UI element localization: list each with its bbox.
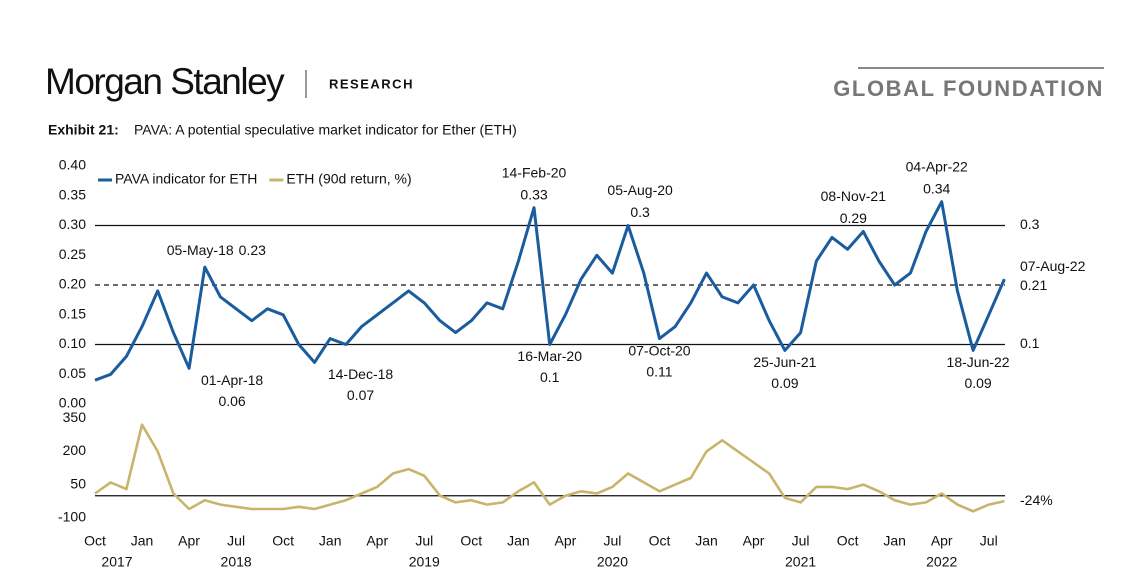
x-tick-label: Jan xyxy=(131,533,154,549)
y-tick-label: 0.10 xyxy=(59,335,86,351)
y-tick-label: 0.20 xyxy=(59,276,86,292)
annotation-value: 0.09 xyxy=(771,375,798,391)
y-tick-label: 0.30 xyxy=(59,216,86,232)
exhibit-title: PAVA: A potential speculative market ind… xyxy=(134,122,517,138)
x-year-label: 2017 xyxy=(101,554,132,570)
annotation-value: 0.29 xyxy=(840,210,867,226)
y-tick-label: -100 xyxy=(58,509,86,525)
series-line xyxy=(94,200,1006,382)
legend-label: ETH (90d return, %) xyxy=(286,171,411,187)
y-tick-label: 50 xyxy=(70,475,86,491)
y-tick-label: 0.15 xyxy=(59,305,86,321)
x-tick-label: Jan xyxy=(695,533,718,549)
x-year-label: 2020 xyxy=(597,554,628,570)
x-tick-label: Jan xyxy=(319,533,342,549)
end-value: 0.21 xyxy=(1020,277,1047,293)
annotation-date: 08-Nov-21 xyxy=(821,188,887,204)
x-tick-label: Jul xyxy=(980,533,998,549)
x-tick-label: Oct xyxy=(837,533,859,549)
reference-label: 0.1 xyxy=(1020,335,1040,351)
brand: Morgan Stanley xyxy=(45,61,285,102)
section: RESEARCH xyxy=(329,76,414,91)
series-name: GLOBAL FOUNDATION xyxy=(833,76,1104,101)
exhibit-number: Exhibit 21: xyxy=(48,122,119,138)
reference-label: 0.3 xyxy=(1020,216,1040,232)
series-line xyxy=(94,423,1005,513)
y-tick-label: 0.35 xyxy=(59,186,86,202)
annotation-date: 14-Dec-18 xyxy=(328,366,394,382)
annotation-date: 16-Mar-20 xyxy=(517,348,582,364)
end-value: -24% xyxy=(1020,492,1053,508)
x-tick-label: Jan xyxy=(883,533,906,549)
annotation-value: 0.07 xyxy=(347,387,374,403)
annotation-value: 0.23 xyxy=(239,242,266,258)
x-tick-label: Oct xyxy=(460,533,482,549)
x-tick-label: Apr xyxy=(366,533,388,549)
annotation-value: 0.1 xyxy=(540,369,560,385)
x-year-label: 2021 xyxy=(785,554,816,570)
annotation-value: 0.34 xyxy=(923,180,950,196)
x-year-label: 2018 xyxy=(221,554,252,570)
x-tick-label: Jan xyxy=(507,533,530,549)
x-tick-label: Jul xyxy=(415,533,433,549)
annotation-date: 18-Jun-22 xyxy=(947,354,1010,370)
x-tick-label: Jul xyxy=(603,533,621,549)
annotation-date: 01-Apr-18 xyxy=(201,372,263,388)
x-tick-label: Oct xyxy=(84,533,106,549)
annotation-value: 0.33 xyxy=(520,186,547,202)
annotation-date: 14-Feb-20 xyxy=(502,164,567,180)
end-date: 07-Aug-22 xyxy=(1020,258,1086,274)
x-year-label: 2019 xyxy=(409,554,440,570)
annotation-value: 0.3 xyxy=(630,204,650,220)
y-tick-label: 200 xyxy=(63,442,87,458)
y-tick-label: 0.05 xyxy=(59,365,86,381)
y-tick-label: 0.00 xyxy=(59,395,86,411)
chart: 0.40 0.35 0.30 0.25 0.20 0.15 0.10 0.05 0.00 0.3 0… xyxy=(58,157,1086,570)
x-tick-label: Apr xyxy=(555,533,577,549)
annotation-date: 05-Aug-20 xyxy=(607,182,673,198)
annotation-value: 0.06 xyxy=(218,393,245,409)
legend-label: PAVA indicator for ETH xyxy=(115,171,257,187)
x-tick-label: Oct xyxy=(649,533,671,549)
x-tick-label: Apr xyxy=(178,533,200,549)
x-tick-label: Jul xyxy=(227,533,245,549)
annotation-date: 07-Oct-20 xyxy=(628,342,690,358)
x-tick-label: Apr xyxy=(743,533,765,549)
annotation-value: 0.09 xyxy=(964,375,991,391)
x-tick-label: Jul xyxy=(792,533,810,549)
y-tick-label: 0.25 xyxy=(59,246,86,262)
annotation-date: 04-Apr-22 xyxy=(906,158,968,174)
y-tick-label: 350 xyxy=(63,409,87,425)
x-tick-label: Oct xyxy=(272,533,294,549)
annotation-value: 0.11 xyxy=(646,363,672,379)
y-tick-label: 0.40 xyxy=(59,157,86,173)
annotation-date: 05-May-18 xyxy=(167,242,234,258)
annotation-date: 25-Jun-21 xyxy=(753,354,816,370)
x-tick-label: Apr xyxy=(931,533,953,549)
x-year-label: 2022 xyxy=(926,554,957,570)
